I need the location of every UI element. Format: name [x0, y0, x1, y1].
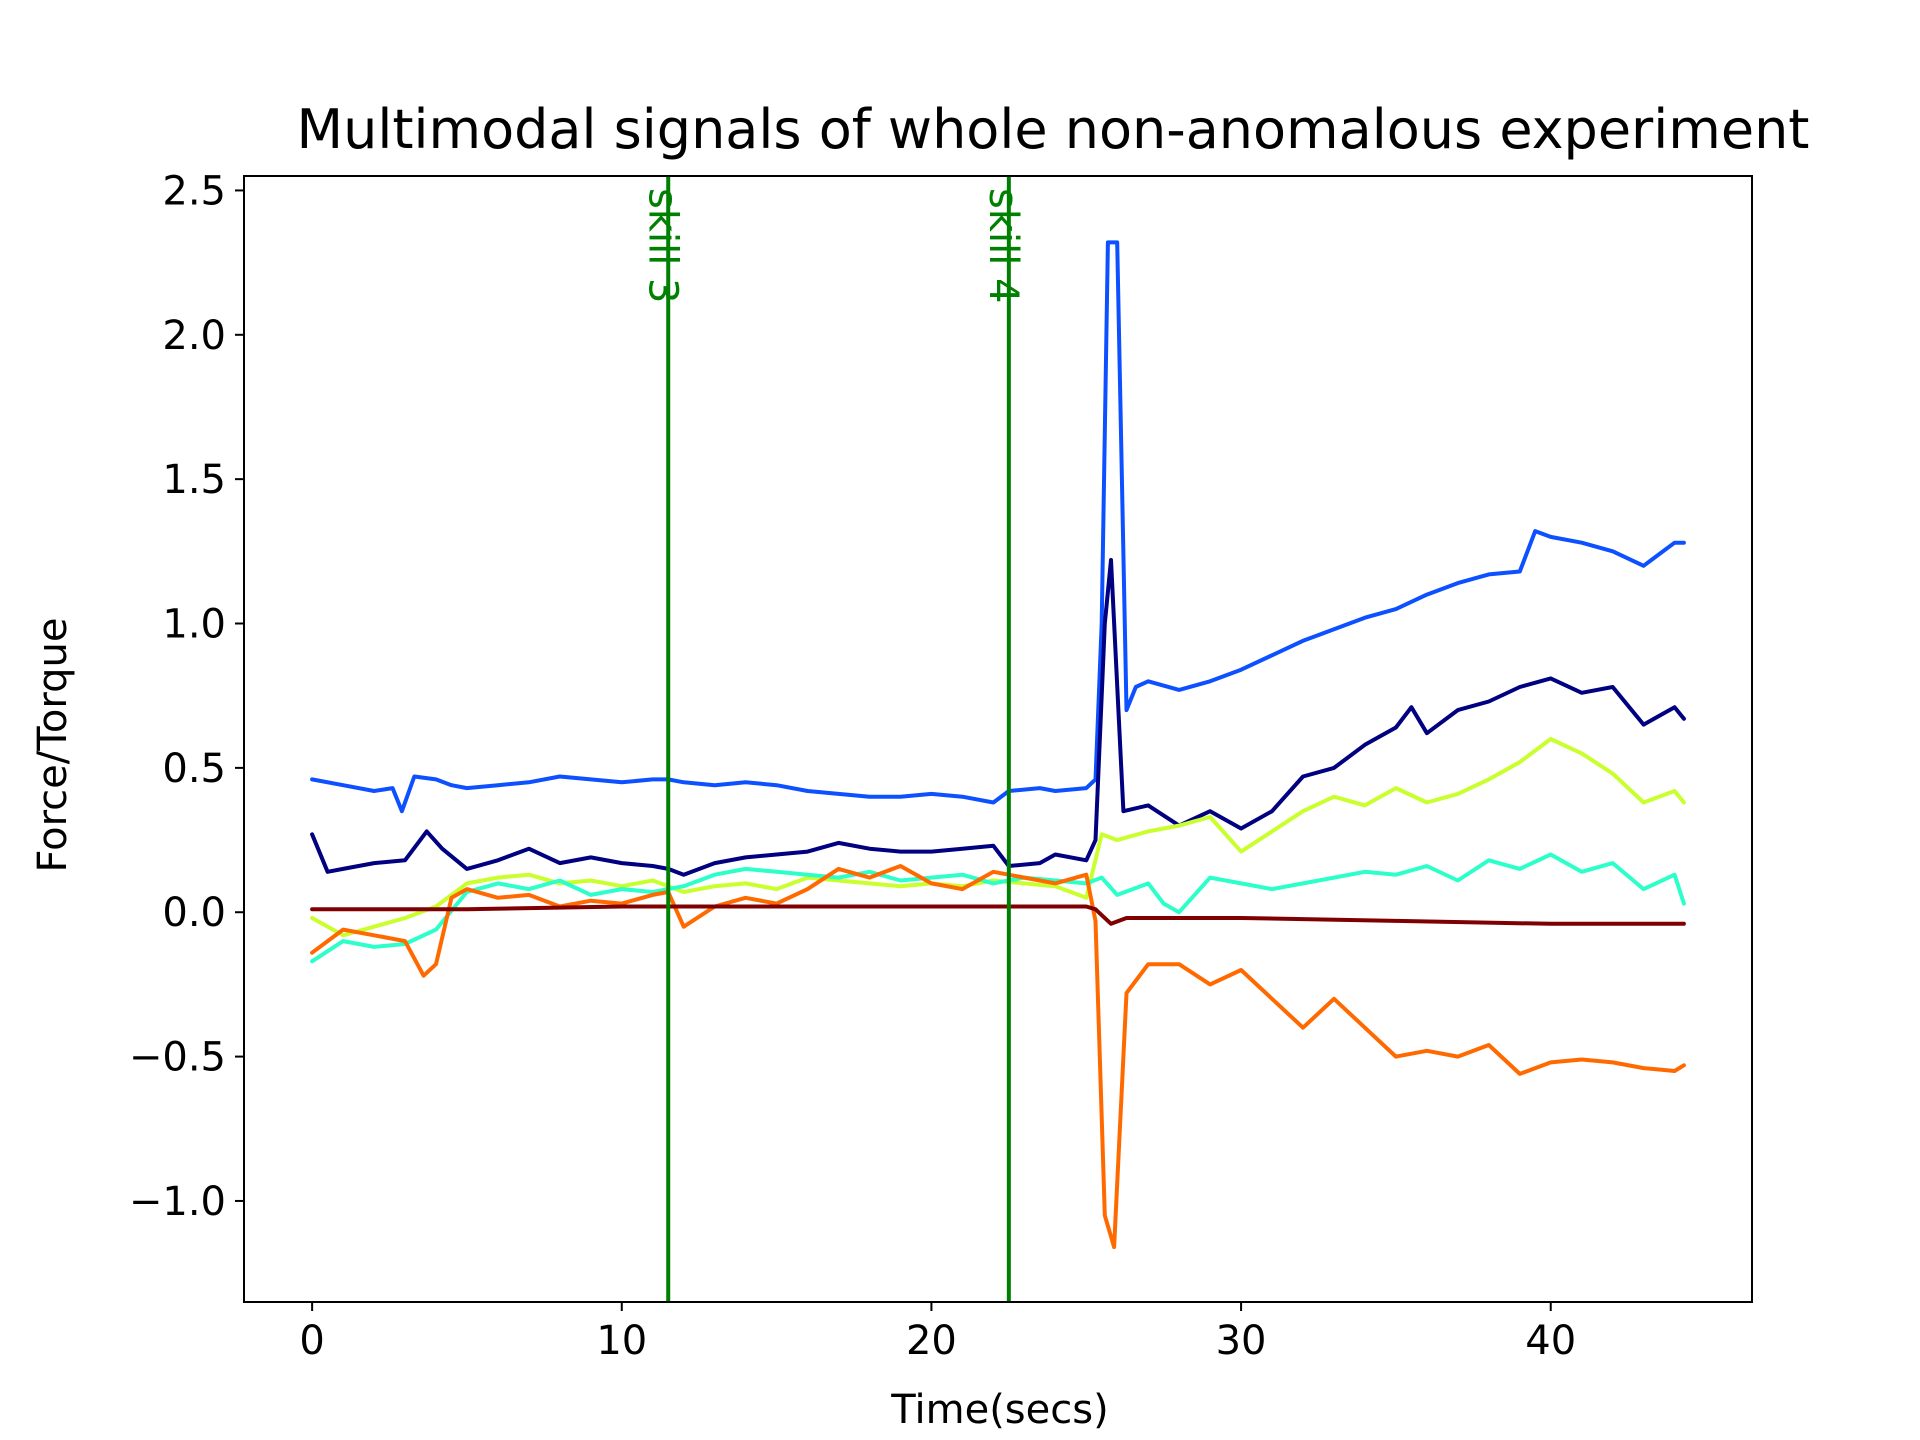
- y-tick-label: 0.0: [162, 890, 226, 936]
- y-tick-label: 1.5: [162, 457, 226, 503]
- vline-label-2: skill 4: [980, 188, 1026, 304]
- series-line-6: [310, 904, 1686, 926]
- y-tick-label: 1.0: [162, 602, 226, 648]
- y-axis-label: Force/Torque: [30, 618, 76, 873]
- plot-frame: [243, 175, 1753, 1303]
- x-tick-label: 20: [906, 1318, 957, 1364]
- x-tick-label: 30: [1216, 1318, 1267, 1364]
- series-line-1: [310, 240, 1686, 814]
- series-line-2: [310, 558, 1686, 877]
- y-tick-label: 2.0: [162, 313, 226, 359]
- y-tick-label: −0.5: [129, 1035, 226, 1081]
- y-tick-label: 0.5: [162, 746, 226, 792]
- x-tick-label: 10: [596, 1318, 647, 1364]
- x-tick-label: 0: [299, 1318, 324, 1364]
- x-tick-label: 40: [1525, 1318, 1576, 1364]
- y-tick-label: −1.0: [129, 1179, 226, 1225]
- x-axis-label: Time(secs): [890, 1387, 1108, 1433]
- y-tick-label: 2.5: [162, 168, 226, 214]
- plot-area: skill 3 skill 4 0 10 20 30 40 −1.0 −0.5 0.0 0.5 1.0…: [129, 168, 1753, 1364]
- chart-title: Multimodal signals of whole non-anomalou…: [297, 98, 1810, 161]
- vline-label-1: skill 3: [639, 188, 685, 304]
- series-line-3: [310, 737, 1686, 938]
